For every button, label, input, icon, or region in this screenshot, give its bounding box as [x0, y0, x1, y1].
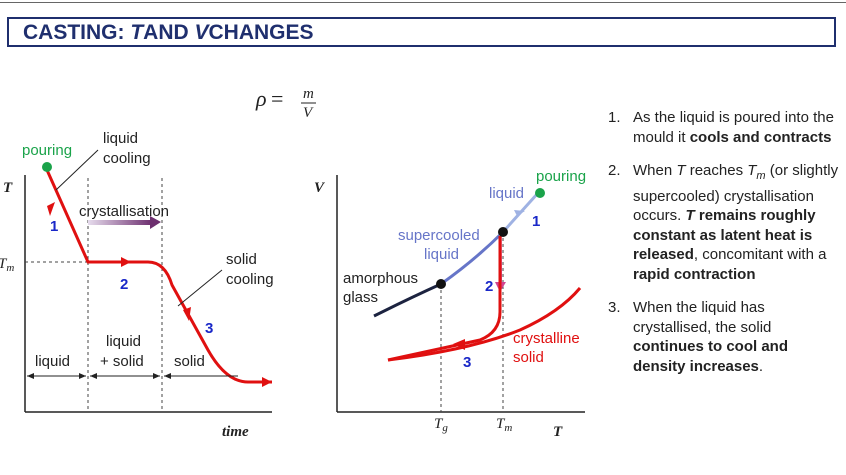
glass-curve: [373, 282, 442, 318]
liquid-cooling-label-1: liquid: [103, 130, 138, 147]
tg-label: Tg: [434, 416, 448, 434]
crystallisation-label: crystallisation: [79, 203, 169, 220]
stage-3-right: 3: [463, 354, 471, 371]
crystallisation-arrow-shaft: [88, 220, 152, 225]
v-axis-label: V: [314, 180, 326, 196]
supercooled-label-2: liquid: [424, 246, 459, 263]
item-number: 2.: [608, 162, 621, 179]
title-bar: CASTING: TAND VCHANGES: [7, 17, 836, 47]
supercooled-label-1: supercooled: [398, 227, 480, 244]
explanation-item: 2. When T reaches Tm (or slightly superco…: [608, 161, 840, 284]
y-axis-label: T: [3, 180, 13, 196]
liquid-label: liquid: [489, 185, 524, 202]
amorphous-label-2: glass: [343, 289, 378, 306]
tg-point: [436, 279, 446, 289]
volume-temperature-chart: V T Tg Tm pouring liquid supercooled liq…: [314, 168, 586, 440]
item-text: When the liquid has crystallised, the so…: [633, 299, 789, 375]
region-mix-label-1: liquid: [106, 333, 141, 350]
cooling-curve: [45, 169, 272, 384]
pouring-point: [42, 162, 52, 172]
stage-2: 2: [120, 276, 128, 293]
region-mix-label-2: + solid: [100, 353, 144, 370]
crystallisation-arrow-head: [150, 216, 161, 229]
arrow-end: [262, 377, 272, 387]
arrow-3-right: [453, 339, 465, 350]
rho-symbol: ρ: [255, 86, 267, 111]
stage-3: 3: [205, 320, 213, 337]
crystalline-label-1: crystalline: [513, 330, 580, 347]
crystalline-solid-curve: [387, 287, 582, 362]
mass-symbol: m: [303, 86, 314, 102]
cooling-curve-chart: T time Tm pouring liquid cooling crystal…: [0, 130, 274, 440]
arrow-2: [121, 257, 131, 267]
x-axis-label: time: [222, 424, 249, 440]
region-liquid-label: liquid: [35, 353, 70, 370]
stage-2-right: 2: [485, 278, 493, 295]
t-axis-label: T: [553, 424, 563, 440]
pouring-point-right: [535, 188, 545, 198]
equals-sign: =: [271, 86, 283, 111]
solid-cooling-label-1: solid: [226, 251, 257, 268]
liquid-cooling-leader: [55, 149, 99, 191]
region-solid-label: solid: [174, 353, 205, 370]
item-number: 1.: [608, 109, 621, 126]
density-formula: ρ = m V: [255, 86, 316, 121]
stage-1: 1: [50, 218, 58, 235]
tm-point: [498, 227, 508, 237]
liquid-arrow: [514, 210, 525, 216]
tm-label: Tm: [0, 256, 14, 274]
item-number: 3.: [608, 299, 621, 316]
pouring-label-right: pouring: [536, 168, 586, 185]
pouring-label: pouring: [22, 142, 72, 159]
solid-cooling-leader: [177, 269, 223, 307]
solid-cooling-label-2: cooling: [226, 271, 274, 288]
slide-title: CASTING: TAND VCHANGES: [23, 21, 314, 44]
volume-symbol: V: [303, 105, 314, 121]
supercooled-curve: [440, 230, 505, 286]
amorphous-label-1: amorphous: [343, 270, 418, 287]
crystalline-path: [387, 236, 502, 362]
item-text: As the liquid is poured into the mould i…: [633, 109, 834, 146]
item-text: When T reaches Tm (or slightly supercool…: [633, 162, 839, 283]
explanation-list: 1. As the liquid is poured into the mould…: [608, 108, 840, 390]
liquid-cooling-label-2: cooling: [103, 150, 151, 167]
arrow-3: [183, 307, 191, 321]
explanation-item: 1. As the liquid is poured into the mould…: [608, 108, 840, 147]
explanation-item: 3. When the liquid has crystallised, the …: [608, 298, 840, 376]
crystalline-label-2: solid: [513, 349, 544, 366]
arrow-1: [47, 202, 55, 216]
tm-label-right: Tm: [496, 416, 512, 434]
top-rule: [0, 2, 846, 3]
stage-1-right: 1: [532, 213, 540, 230]
